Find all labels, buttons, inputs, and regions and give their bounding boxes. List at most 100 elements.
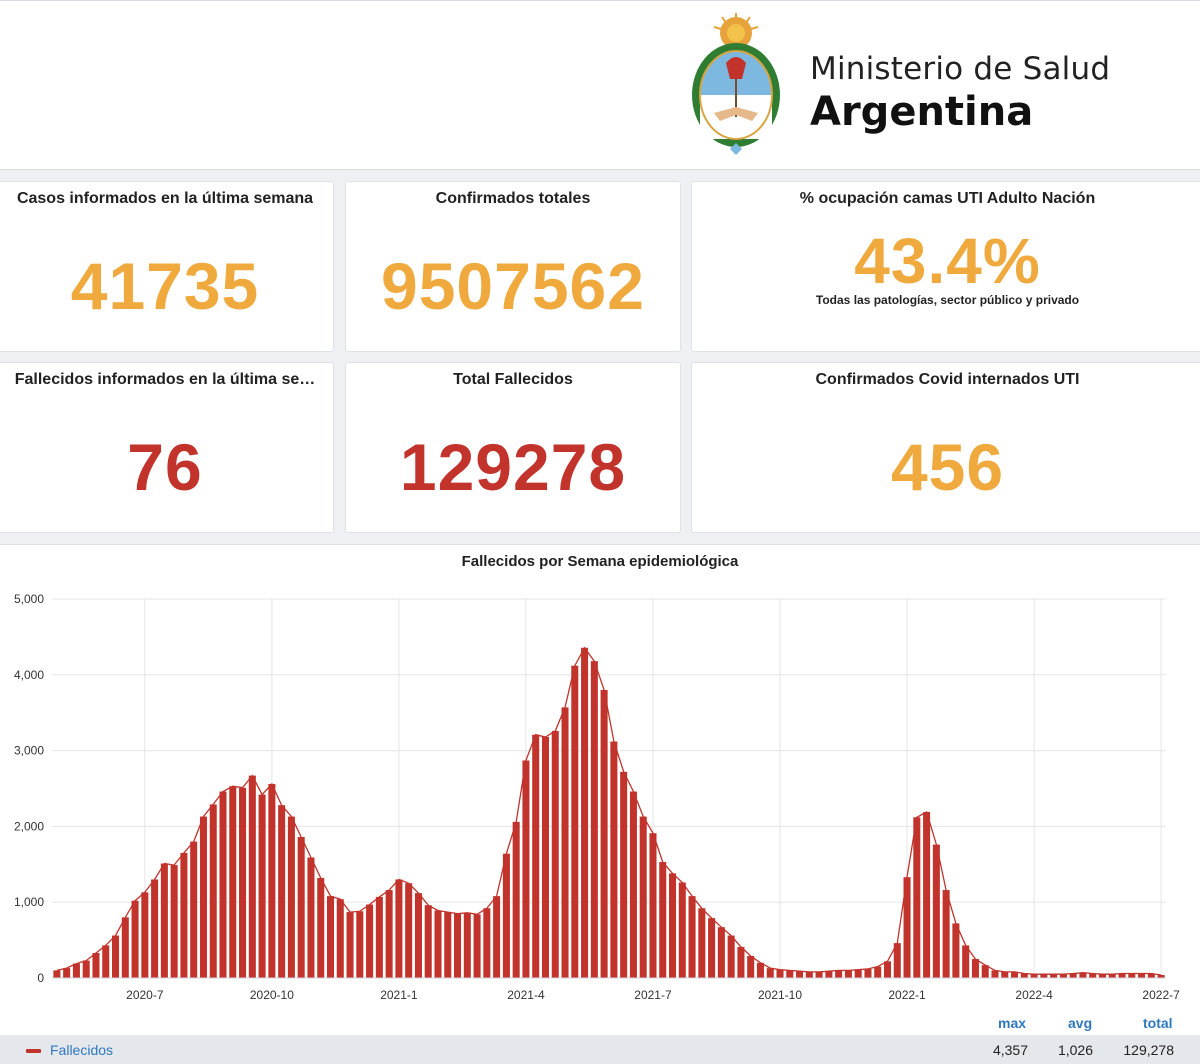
bar-mark <box>72 963 80 978</box>
bar-mark <box>268 783 276 978</box>
card-value: 129278 <box>399 430 627 504</box>
bar-mark <box>805 971 813 978</box>
legend-header-max[interactable]: max <box>998 1015 1027 1031</box>
bar-mark <box>590 661 598 978</box>
bar-mark <box>874 966 882 978</box>
bar-mark <box>190 841 198 978</box>
stat-card-confirmed-total: Confirmados totales 9507562 <box>345 181 681 352</box>
y-tick-label: 4,000 <box>14 668 44 682</box>
argentina-coat-of-arms-icon <box>692 13 780 155</box>
stat-card-deaths-week: Fallecidos informados en la última se… 7… <box>0 362 334 533</box>
bar-mark <box>668 873 677 978</box>
bar-mark <box>180 852 188 978</box>
bar-mark <box>141 892 149 978</box>
bar-mark <box>1079 972 1087 978</box>
bar-mark <box>903 877 911 978</box>
bar-mark <box>1040 974 1048 978</box>
bar-mark <box>756 962 764 978</box>
bar-mark <box>727 935 735 978</box>
legend-header-total[interactable]: total <box>1143 1015 1173 1031</box>
bar-mark <box>551 730 559 978</box>
bar-mark <box>463 912 471 978</box>
bar-mark <box>639 816 647 978</box>
bar-mark <box>92 952 100 978</box>
bar-mark <box>1050 974 1058 978</box>
series-line <box>56 646 1162 976</box>
y-tick-label: 0 <box>37 971 44 985</box>
bar-mark <box>717 927 725 978</box>
bar-mark <box>1138 973 1146 978</box>
legend-value-total: 129,278 <box>1123 1042 1174 1058</box>
bar-mark <box>1059 974 1067 978</box>
bar-mark <box>287 816 295 978</box>
card-subtitle: Todas las patologías, sector público y p… <box>815 293 1080 307</box>
card-title: Confirmados Covid internados UTI <box>815 371 1080 388</box>
bar-mark <box>786 970 794 978</box>
x-tick-label: 2020-7 <box>126 988 164 1002</box>
card-title: Fallecidos informados en la última se… <box>14 371 316 388</box>
bar-mark <box>1030 974 1038 978</box>
card-value: 76 <box>127 430 203 504</box>
bar-mark <box>923 811 931 978</box>
bar-mark <box>835 970 843 978</box>
bar-mark <box>600 689 608 978</box>
bar-mark <box>971 959 979 978</box>
bar-mark <box>1069 973 1077 978</box>
bar-mark <box>278 805 286 978</box>
bar-mark <box>610 741 618 978</box>
bar-mark <box>522 760 530 978</box>
x-tick-label: 2021-10 <box>758 988 802 1002</box>
bar-mark <box>424 905 432 978</box>
bar-mark <box>1001 971 1009 978</box>
legend-header-avg[interactable]: avg <box>1068 1015 1093 1031</box>
bar-mark <box>796 971 804 978</box>
bar-mark <box>1147 973 1155 978</box>
bar-mark <box>698 908 706 978</box>
bar-mark <box>981 965 989 978</box>
y-tick-label: 2,000 <box>14 819 44 833</box>
bar-mark <box>962 945 970 978</box>
bar-mark <box>541 736 550 978</box>
header-bar: Ministerio de Salud Argentina <box>0 0 1200 170</box>
chart-title: Fallecidos por Semana epidemiológica <box>461 553 739 570</box>
bar-mark <box>913 817 921 978</box>
bar-mark <box>405 883 413 978</box>
legend-series-name[interactable]: Fallecidos <box>50 1042 114 1058</box>
bar-mark <box>766 968 774 978</box>
bar-mark <box>747 956 755 978</box>
card-value: 9507562 <box>381 249 645 323</box>
brand-title: Ministerio de Salud <box>810 51 1111 87</box>
bar-mark <box>239 787 247 978</box>
bar-mark <box>395 879 403 978</box>
brand-country: Argentina <box>810 89 1034 135</box>
bar-mark <box>454 913 462 978</box>
bar-mark <box>629 791 637 978</box>
bar-mark <box>1098 974 1107 978</box>
x-tick-label: 2022-7 <box>1142 988 1180 1002</box>
bar-mark <box>317 877 325 978</box>
bar-mark <box>952 923 960 978</box>
bar-mark <box>776 969 784 978</box>
bar-mark <box>571 665 579 978</box>
bar-mark <box>434 910 442 978</box>
card-title: Confirmados totales <box>435 190 591 207</box>
bar-mark <box>854 969 862 978</box>
legend-series-row[interactable]: Fallecidos 4,357 1,026 129,278 <box>0 1035 1200 1064</box>
bar-mark <box>659 862 667 978</box>
bar-mark <box>258 794 266 978</box>
bar-mark <box>893 943 901 978</box>
bar-mark <box>131 900 139 978</box>
bar-mark <box>708 918 716 978</box>
bar-mark <box>53 970 61 978</box>
bar-mark <box>1108 974 1116 978</box>
bar-mark <box>414 893 422 978</box>
bar-mark <box>366 904 374 978</box>
bar-mark <box>620 771 628 978</box>
stat-card-icu-covid: Confirmados Covid internados UTI 456 <box>691 362 1200 533</box>
y-tick-label: 1,000 <box>14 895 44 909</box>
bar-mark <box>1128 973 1136 978</box>
x-tick-label: 2021-7 <box>634 988 672 1002</box>
bar-mark <box>121 917 129 978</box>
bar-mark <box>932 844 940 978</box>
bar-mark <box>737 946 745 978</box>
